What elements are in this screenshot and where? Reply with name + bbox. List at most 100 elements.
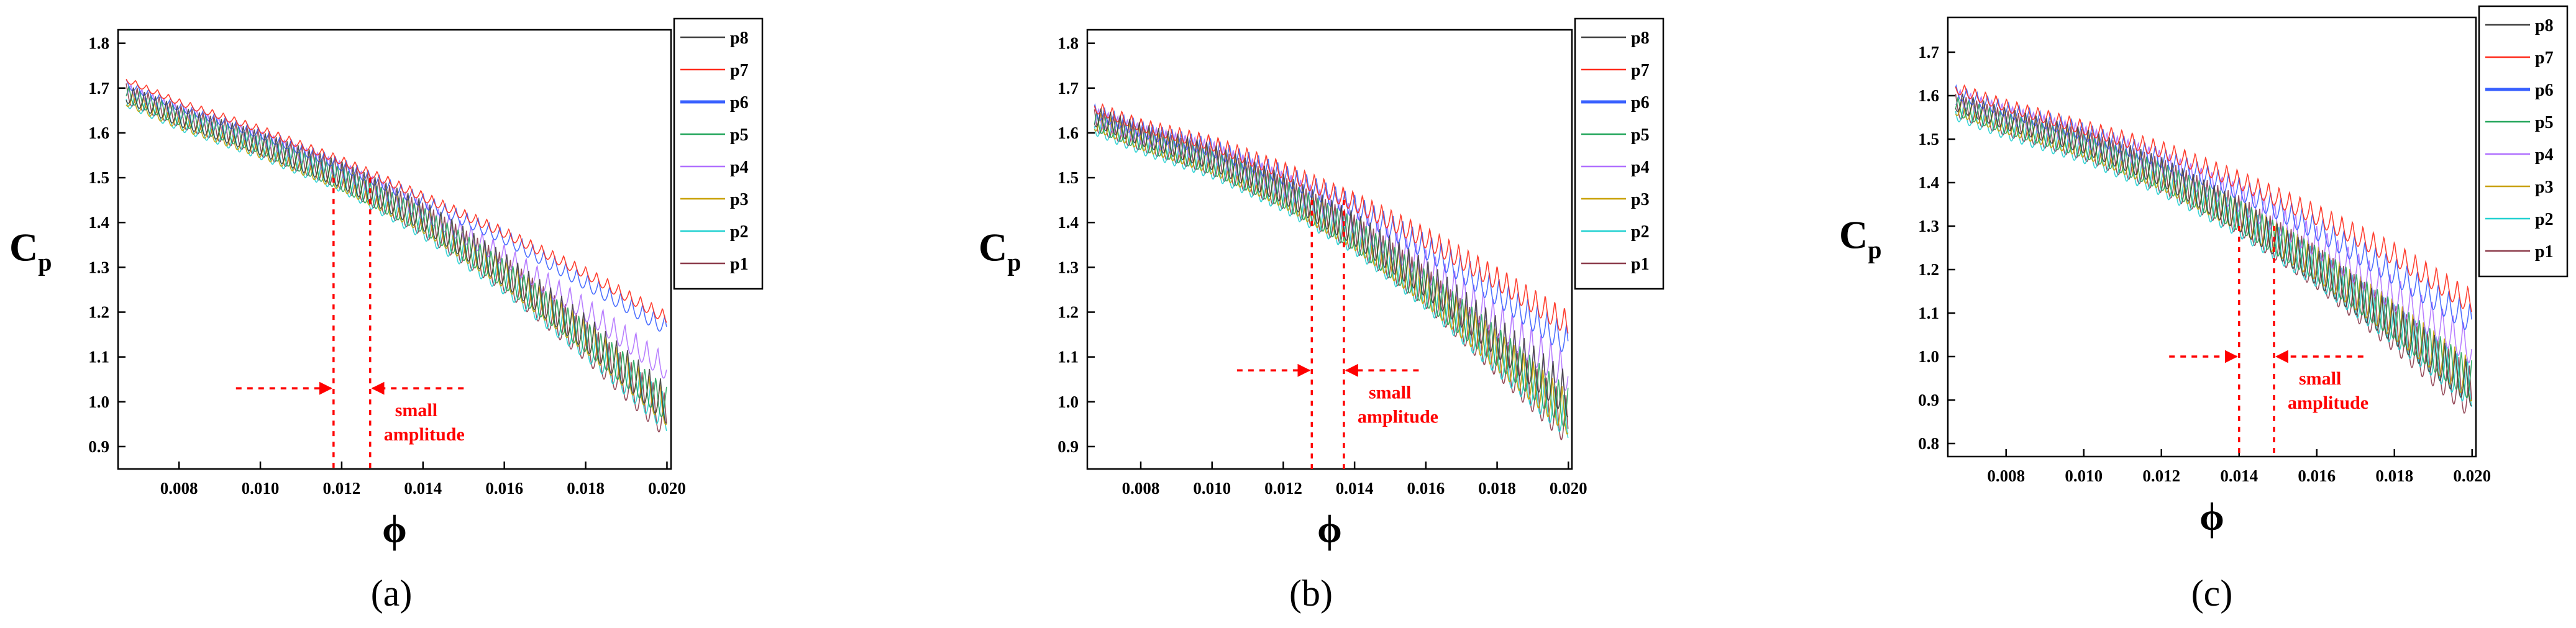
legend-label-p5: p5 [1631, 125, 1650, 145]
legend-label-p4: p4 [730, 158, 749, 177]
small-amplitude-annotation: small amplitude [2169, 226, 2368, 457]
y-tick-label: 1.5 [88, 168, 109, 187]
y-tick-label: 1.5 [1057, 168, 1079, 187]
x-tick-label: 0.014 [2220, 466, 2258, 485]
x-tick-label: 0.010 [1193, 479, 1231, 498]
y-tick-label: 1.6 [88, 124, 109, 142]
legend-label-p7: p7 [2535, 48, 2554, 68]
y-tick-label: 1.4 [1918, 173, 1939, 192]
legend-label-p2: p2 [2535, 210, 2554, 229]
series-line-p8 [126, 87, 667, 424]
x-tick-label: 0.016 [2298, 466, 2336, 485]
y-tick-label: 1.1 [1057, 348, 1079, 366]
legend-label-p7: p7 [1631, 61, 1650, 80]
y-tick-label: 0.9 [88, 437, 109, 456]
x-tick-label: 0.020 [1550, 479, 1587, 498]
legend-label-p3: p3 [1631, 190, 1650, 209]
series-line-p1 [126, 83, 667, 433]
plot-frame [117, 29, 672, 470]
y-tick-label: 1.4 [88, 213, 109, 232]
y-tick-label: 1.0 [88, 393, 109, 411]
legend-label-p1: p1 [2535, 242, 2554, 262]
legend-label-p3: p3 [730, 190, 749, 209]
x-tick-label: 0.018 [1478, 479, 1516, 498]
y-tick-label: 1.2 [88, 303, 109, 322]
y-tick-label: 1.5 [1918, 130, 1939, 148]
panel-label: (c) [2191, 573, 2233, 614]
legend-label-p7: p7 [730, 61, 749, 80]
series-line-p2 [1094, 118, 1569, 439]
legend: p8 p7 p6 p5 p4 p3 p2 p1 [2478, 5, 2569, 278]
legend-label-p8: p8 [1631, 29, 1650, 48]
y-tick-label: 1.1 [88, 348, 109, 366]
x-tick-label: 0.018 [2375, 466, 2413, 485]
y-tick-label: 1.8 [88, 34, 109, 53]
legend-label-p8: p8 [730, 29, 749, 48]
legend-label-p6: p6 [730, 93, 749, 112]
x-tick-label: 0.014 [404, 479, 442, 498]
x-tick-label: 0.012 [1264, 479, 1302, 498]
annotation-text-small: small [1369, 382, 1411, 403]
y-tick-label: 1.6 [1057, 124, 1079, 142]
legend-label-p1: p1 [730, 255, 749, 274]
y-axis-label: Cp [1839, 213, 1881, 264]
y-axis-label: Cp [979, 225, 1021, 276]
x-tick-label: 0.010 [2065, 466, 2103, 485]
y-tick-label: 1.7 [1057, 79, 1079, 98]
y-tick-label: 1.0 [1918, 347, 1939, 366]
y-tick-label: 1.3 [1057, 258, 1079, 276]
x-tick-label: 0.016 [1407, 479, 1445, 498]
legend-box [2478, 5, 2569, 278]
x-tick-label: 0.020 [2453, 466, 2491, 485]
x-axis-label: ϕ [2199, 494, 2224, 539]
y-tick-label: 1.2 [1918, 260, 1939, 279]
x-tick-label: 0.018 [567, 479, 605, 498]
series-line-p5 [1955, 97, 2472, 399]
series-line-p7 [1955, 84, 2472, 312]
x-axis-label: ϕ [382, 507, 407, 551]
series-line-p2 [1955, 102, 2472, 407]
x-tick-label: 0.012 [2142, 466, 2180, 485]
y-tick-label: 1.4 [1057, 213, 1079, 232]
series-line-p1 [1094, 109, 1569, 440]
y-tick-label: 1.2 [1057, 303, 1079, 322]
annotation-text-amplitude: amplitude [2288, 393, 2368, 413]
y-tick-label: 1.7 [1918, 43, 1939, 61]
legend-label-p6: p6 [2535, 81, 2554, 100]
y-tick-label: 1.3 [1918, 217, 1939, 235]
x-tick-label: 0.010 [242, 479, 280, 498]
annotation-text-amplitude: amplitude [384, 424, 465, 445]
plot-frame [1947, 16, 2477, 458]
legend-box [1574, 17, 1665, 290]
series-group [1955, 84, 2472, 414]
legend-label-p2: p2 [730, 222, 749, 242]
y-tick-label: 1.1 [1918, 304, 1939, 322]
x-tick-label: 0.012 [323, 479, 361, 498]
legend-label-p2: p2 [1631, 222, 1650, 242]
legend: p8 p7 p6 p5 p4 p3 p2 p1 [1574, 17, 1665, 290]
series-line-p5 [126, 85, 667, 417]
series-line-p7 [1094, 103, 1569, 334]
y-tick-label: 0.8 [1918, 434, 1939, 453]
small-amplitude-annotation: small amplitude [1236, 200, 1438, 469]
annotation-text-amplitude: amplitude [1358, 406, 1438, 427]
series-line-p1 [1955, 93, 2472, 414]
panel-label: (a) [371, 573, 413, 614]
series-line-p7 [126, 78, 667, 323]
x-tick-label: 0.016 [485, 479, 523, 498]
x-tick-label: 0.014 [1336, 479, 1374, 498]
chart-panel-3: 0.008 0.010 0.012 0.014 0.016 0.018 0.020 0.8 0.… [1839, 5, 2569, 614]
y-axis-label: Cp [9, 225, 52, 276]
y-tick-label: 0.9 [1918, 391, 1939, 409]
y-tick-label: 1.8 [1057, 34, 1079, 53]
annotation-text-small: small [2299, 368, 2341, 389]
x-tick-label: 0.008 [1122, 479, 1160, 498]
series-group [1094, 102, 1569, 440]
legend-label-p3: p3 [2535, 178, 2554, 197]
series-line-p4 [126, 84, 667, 379]
legend-label-p4: p4 [2535, 145, 2554, 165]
chart-panel-2: 0.008 0.010 0.012 0.014 0.016 0.018 0.020 0.9 1.… [979, 17, 1665, 614]
x-tick-label: 0.008 [1987, 466, 2025, 485]
panel-label: (b) [1289, 573, 1333, 614]
